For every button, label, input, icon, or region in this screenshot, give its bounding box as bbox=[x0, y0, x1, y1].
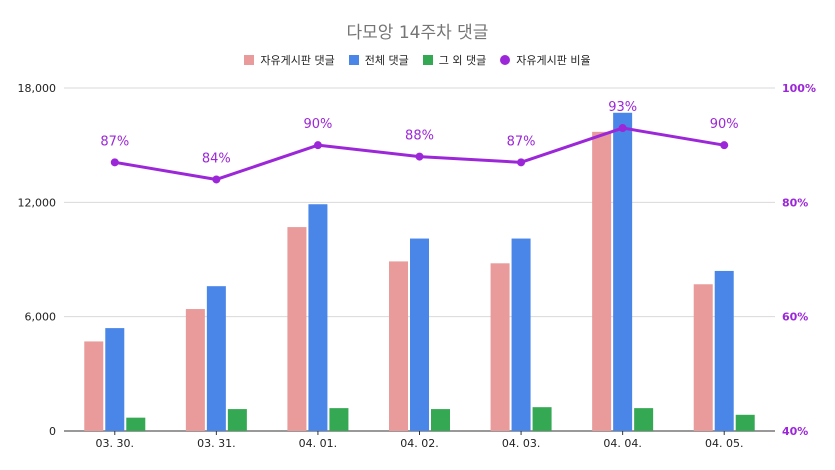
ratio-data-label: 88% bbox=[405, 129, 434, 144]
bar bbox=[308, 204, 328, 431]
legend-item-other-comments: 그 외 댓글 bbox=[422, 52, 487, 68]
x-tick-label: 03. 31. bbox=[197, 437, 235, 450]
ratio-point bbox=[517, 158, 526, 167]
y-left-tick-label: 18,000 bbox=[18, 82, 57, 95]
bar bbox=[126, 417, 146, 431]
ratio-point bbox=[313, 141, 322, 150]
x-tick-label: 04. 02. bbox=[400, 437, 438, 450]
legend-label: 전체 댓글 bbox=[364, 54, 409, 67]
bar bbox=[84, 341, 104, 431]
y-right-tick-label: 40% bbox=[782, 425, 808, 438]
ratio-data-label: 93% bbox=[608, 100, 637, 115]
bar bbox=[490, 263, 510, 431]
ratio-data-label: 87% bbox=[100, 134, 129, 149]
bar bbox=[613, 112, 633, 432]
ratio-point bbox=[415, 152, 424, 161]
y-right-tick-label: 60% bbox=[782, 311, 808, 324]
x-tick-label: 04. 04. bbox=[603, 437, 641, 450]
bar bbox=[511, 238, 531, 431]
bar bbox=[329, 408, 349, 431]
ratio-point bbox=[212, 175, 221, 184]
legend: 자유게시판 댓글 전체 댓글 그 외 댓글 자유게시판 비율 bbox=[0, 52, 835, 68]
bar bbox=[227, 409, 247, 431]
ratio-data-label: 87% bbox=[507, 134, 536, 149]
y-right-tick-label: 100% bbox=[782, 82, 816, 95]
y-right-tick-label: 80% bbox=[782, 196, 808, 209]
bar bbox=[389, 261, 408, 431]
legend-label: 그 외 댓글 bbox=[438, 54, 487, 67]
x-tick-label: 04. 01. bbox=[299, 437, 337, 450]
legend-item-total-comments: 전체 댓글 bbox=[348, 52, 409, 68]
bar bbox=[431, 409, 450, 431]
legend-item-free-board-ratio: 자유게시판 비율 bbox=[500, 52, 591, 68]
bar bbox=[592, 131, 612, 432]
bar bbox=[693, 284, 713, 431]
ratio-data-label: 90% bbox=[710, 117, 739, 132]
ratio-point bbox=[720, 141, 729, 150]
x-tick-label: 03. 30. bbox=[96, 437, 134, 450]
bar bbox=[735, 414, 755, 431]
legend-swatch bbox=[348, 55, 359, 65]
legend-swatch bbox=[244, 55, 255, 65]
y-left-tick-label: 6,000 bbox=[25, 311, 57, 324]
legend-swatch bbox=[500, 55, 511, 65]
bar bbox=[410, 238, 429, 431]
ratio-data-label: 90% bbox=[303, 117, 332, 132]
bar bbox=[634, 408, 654, 431]
legend-item-free-board-comments: 자유게시판 댓글 bbox=[244, 52, 335, 68]
bar bbox=[206, 286, 226, 431]
bar bbox=[714, 270, 734, 431]
chart-title: 다모앙 14주차 댓글 bbox=[346, 23, 489, 43]
ratio-point bbox=[618, 124, 627, 133]
legend-label: 자유게시판 비율 bbox=[516, 54, 591, 67]
ratio-data-label: 84% bbox=[202, 151, 231, 166]
ratio-point bbox=[110, 158, 119, 167]
x-tick-label: 04. 03. bbox=[502, 437, 540, 450]
bar bbox=[287, 227, 307, 431]
bar bbox=[105, 328, 125, 431]
y-left-tick-label: 0 bbox=[49, 425, 56, 438]
legend-swatch bbox=[422, 55, 433, 65]
y-left-tick-label: 12,000 bbox=[18, 196, 57, 209]
bar bbox=[532, 407, 552, 431]
x-tick-label: 04. 05. bbox=[705, 437, 743, 450]
bar bbox=[185, 309, 205, 431]
legend-label: 자유게시판 댓글 bbox=[260, 54, 335, 67]
